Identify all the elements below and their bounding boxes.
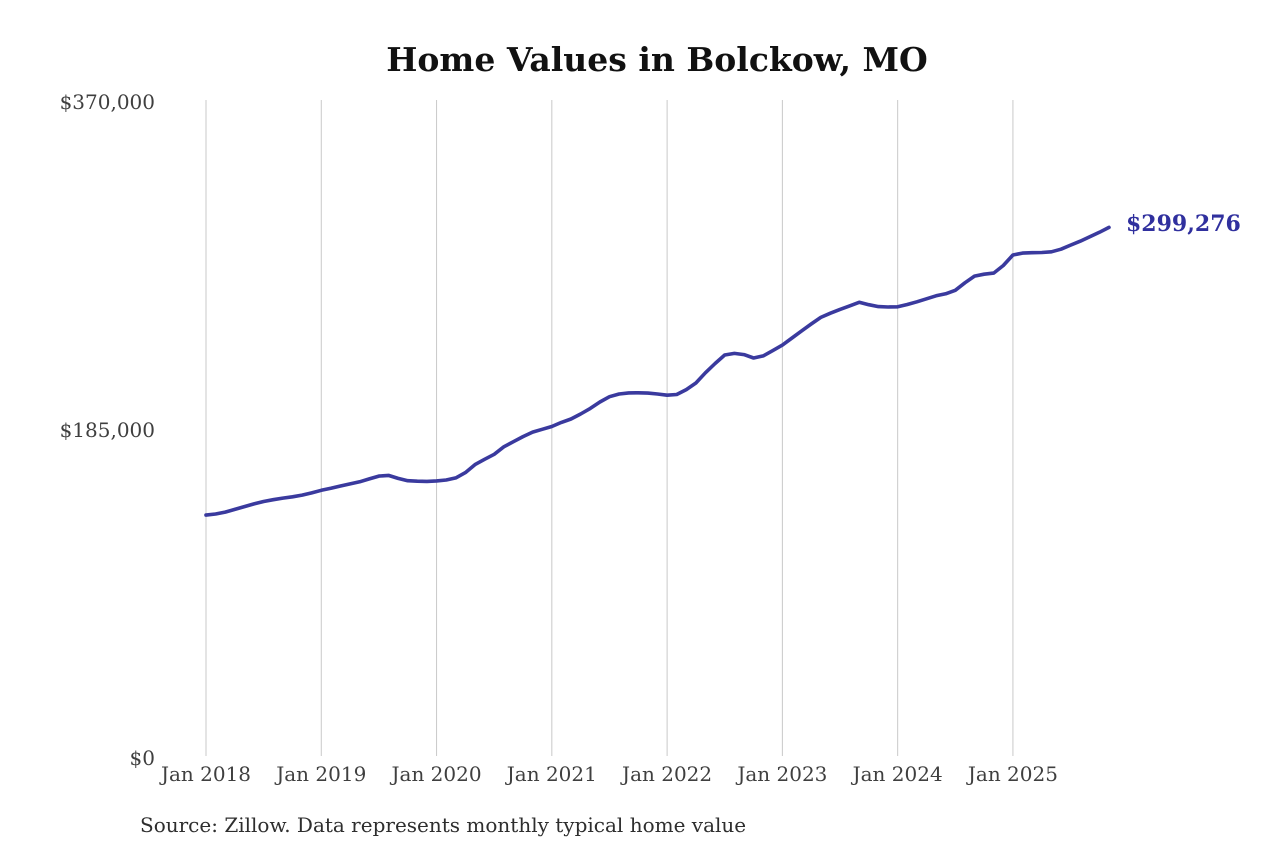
x-axis-tick-label: Jan 2020 — [391, 762, 482, 786]
x-axis-tick-label: Jan 2023 — [737, 762, 828, 786]
y-axis-tick-label: $0 — [129, 746, 155, 770]
x-axis-tick-label: Jan 2025 — [967, 762, 1058, 786]
latest-value-label: $299,276 — [1126, 211, 1241, 238]
y-axis-tick-label: $185,000 — [59, 418, 155, 442]
x-axis-tick-label: Jan 2021 — [506, 762, 597, 786]
y-axis-tick-label: $370,000 — [59, 90, 155, 114]
x-axis-tick-label: Jan 2018 — [160, 762, 252, 786]
source-note: Source: Zillow. Data represents monthly … — [140, 813, 747, 837]
chart-title: Home Values in Bolckow, MO — [386, 40, 928, 79]
x-axis-tick-label: Jan 2019 — [276, 762, 367, 786]
x-axis-tick-label: Jan 2022 — [622, 762, 713, 786]
home-value-line — [204, 225, 1111, 517]
x-axis-tick-label: Jan 2024 — [852, 762, 943, 786]
